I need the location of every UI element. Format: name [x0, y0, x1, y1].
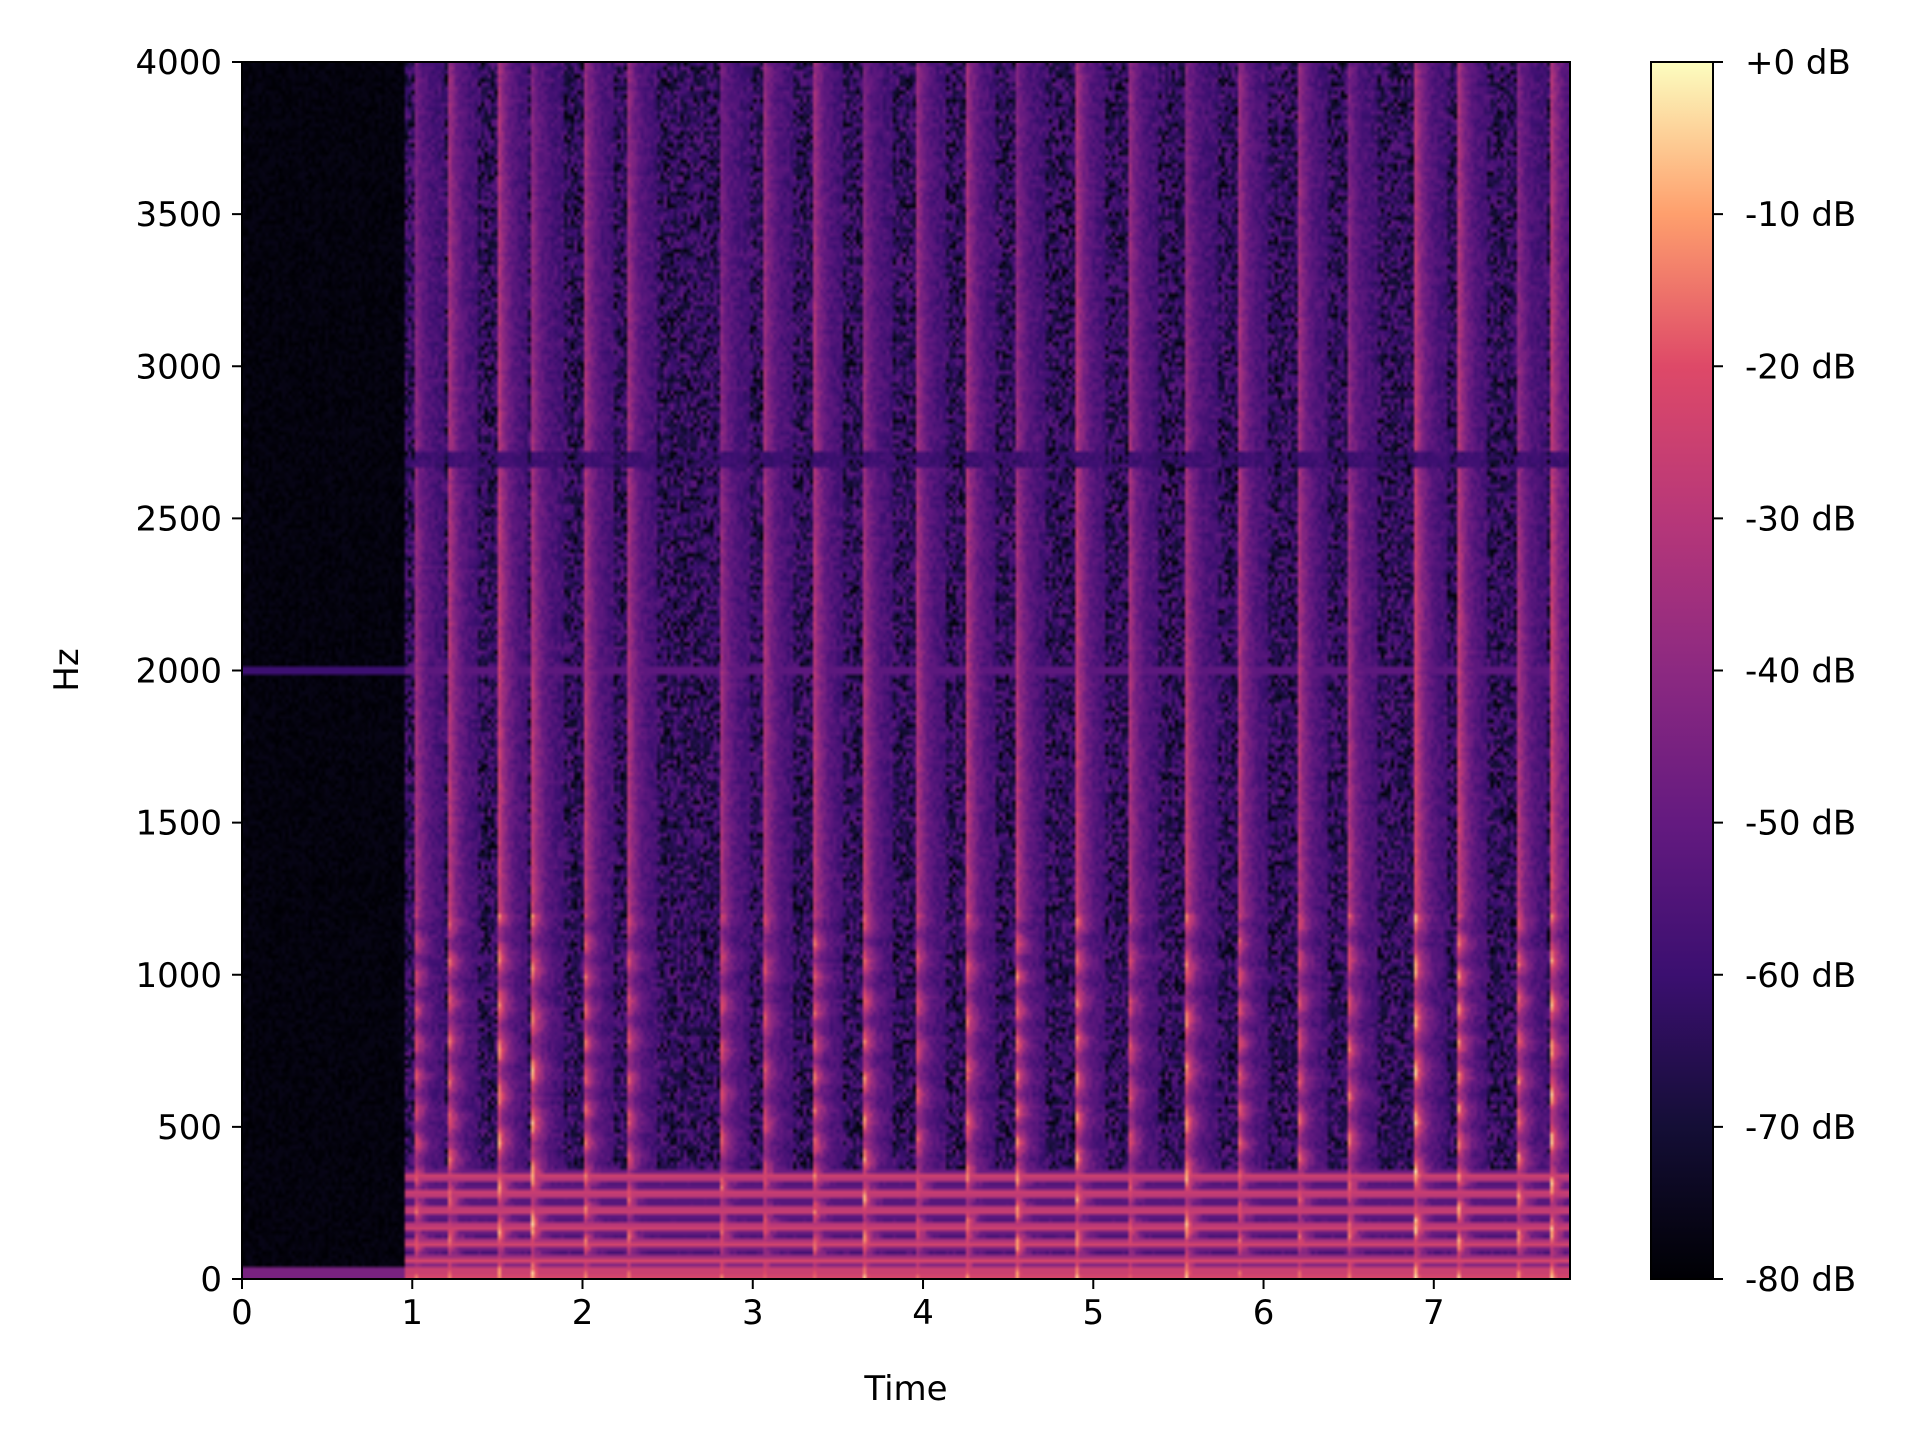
colorbar-tick-label: -40 dB [1745, 652, 1856, 692]
x-tick-label: 1 [401, 1293, 423, 1333]
colorbar-axis: +0 dB -10 dB -20 dB -30 dB -40 dB -50 dB -60 d… [1713, 43, 1856, 1300]
y-tick-label: 1000 [135, 956, 222, 996]
y-tick-label: 4000 [135, 43, 222, 83]
x-tick-label: 2 [572, 1293, 594, 1333]
x-tick-label: 0 [231, 1293, 253, 1333]
colorbar-tick-label: +0 dB [1745, 43, 1851, 83]
x-tick-label: 6 [1253, 1293, 1275, 1333]
y-axis: 0 500 1000 1500 2000 2500 3000 3500 4000 [135, 43, 242, 1300]
x-tick-label: 3 [742, 1293, 764, 1333]
y-tick-label: 0 [200, 1260, 222, 1300]
y-tick-label: 2000 [135, 652, 222, 692]
y-tick-label: 3500 [135, 195, 222, 235]
x-axis: 0 1 2 3 4 5 6 7 [231, 1279, 1445, 1333]
x-tick-label: 7 [1423, 1293, 1445, 1333]
y-axis-label: Hz [47, 648, 87, 691]
colorbar-tick-label: -80 dB [1745, 1260, 1856, 1300]
x-tick-label: 4 [912, 1293, 934, 1333]
y-tick-label: 2500 [135, 499, 222, 539]
colorbar-tick-label: -60 dB [1745, 956, 1856, 996]
colorbar-tick-label: -20 dB [1745, 347, 1856, 387]
y-tick-label: 1500 [135, 804, 222, 844]
spectrogram-image [242, 62, 1570, 1279]
x-axis-label: Time [863, 1369, 947, 1409]
colorbar [1651, 62, 1713, 1279]
colorbar-tick-label: -30 dB [1745, 499, 1856, 539]
colorbar-tick-label: -70 dB [1745, 1108, 1856, 1148]
colorbar-tick-label: -50 dB [1745, 804, 1856, 844]
x-tick-label: 5 [1082, 1293, 1104, 1333]
y-tick-label: 3000 [135, 347, 222, 387]
colorbar-tick-label: -10 dB [1745, 195, 1856, 235]
y-tick-label: 500 [157, 1108, 222, 1148]
